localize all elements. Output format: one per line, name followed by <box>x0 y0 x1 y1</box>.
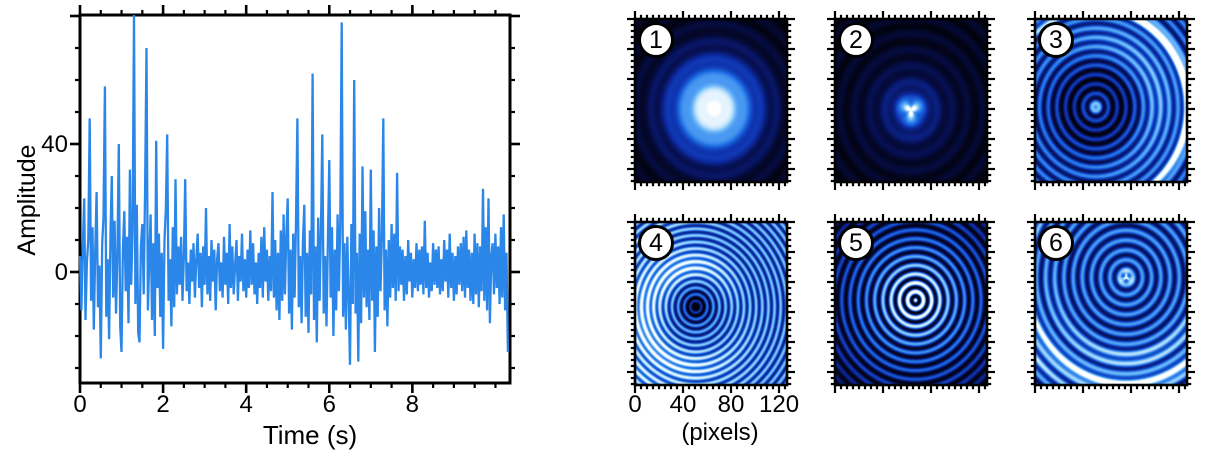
pixel-tick-label: 0 <box>628 391 642 418</box>
panel-number: 5 <box>849 228 863 257</box>
signal-trace <box>78 14 510 365</box>
pixel-tick-label: 40 <box>669 391 697 418</box>
pattern-panel-1: 1 <box>627 11 795 190</box>
x-tick-label: 2 <box>156 391 170 418</box>
y-tick-label-40: 40 <box>41 131 68 158</box>
pattern-panel-2: 2 <box>827 11 995 190</box>
panel-ticks <box>827 214 995 393</box>
panel-number-badge: 1 <box>638 22 674 58</box>
panel-ticks <box>627 214 795 393</box>
panel-ticks <box>1027 11 1195 190</box>
y-tick-label-0: 0 <box>54 259 68 286</box>
pattern-panel-4: 4 <box>627 214 795 393</box>
pixel-tick-label: 120 <box>759 391 800 418</box>
panel-number: 6 <box>1049 228 1063 257</box>
pixel-axis-label: (pixels) <box>681 419 759 446</box>
x-tick-label: 4 <box>239 391 253 418</box>
pattern-panel-3: 3 <box>1027 11 1195 190</box>
panel-number: 4 <box>649 228 663 257</box>
panel-ticks <box>1027 214 1195 393</box>
panel-number-badge: 3 <box>1038 22 1074 58</box>
x-tick-label: 8 <box>405 391 420 418</box>
panel-ticks <box>827 11 995 190</box>
pattern-panel-5: 5 <box>827 214 995 393</box>
panel-number: 2 <box>849 25 863 54</box>
panel-number-badge: 4 <box>638 225 674 261</box>
pattern-panel-6: 6 <box>1027 214 1195 393</box>
x-tick-label: 6 <box>322 391 336 418</box>
panel-number: 1 <box>649 25 663 54</box>
panel-number-badge: 6 <box>1038 225 1074 261</box>
time-series-plot-area <box>70 5 520 393</box>
panel-ticks <box>627 11 795 190</box>
panel-number: 3 <box>1049 25 1063 54</box>
x-axis-label: Time (s) <box>262 420 358 450</box>
panel-number-badge: 2 <box>838 22 874 58</box>
x-tick-label: 0 <box>73 391 87 418</box>
pixel-tick-label: 80 <box>717 391 745 418</box>
panel-number-badge: 5 <box>838 225 874 261</box>
